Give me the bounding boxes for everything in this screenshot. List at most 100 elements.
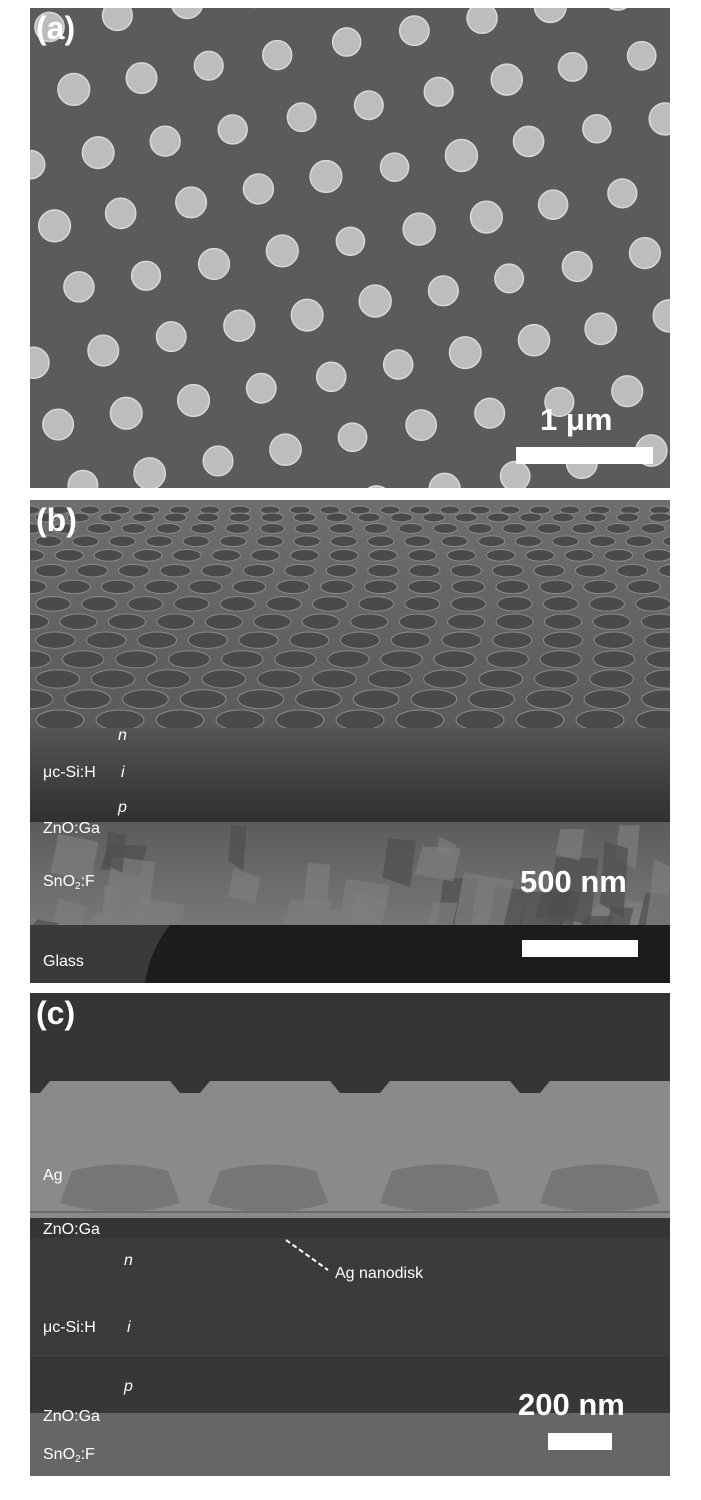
surface-pit	[390, 631, 431, 649]
surface-pit	[588, 535, 617, 548]
surface-pit	[398, 613, 437, 630]
surface-pit	[34, 535, 63, 548]
surface-pit	[495, 579, 530, 595]
surface-pit	[56, 579, 91, 595]
nanodisk	[87, 334, 120, 367]
surface-pit	[107, 613, 147, 630]
surface-pit	[172, 549, 202, 562]
surface-pit	[368, 549, 398, 562]
surface-pit	[589, 669, 634, 689]
surface-pit	[81, 596, 118, 612]
surface-pit	[583, 689, 631, 710]
p-text: p	[124, 1378, 133, 1395]
surface-pit	[144, 579, 179, 595]
surface-pit	[71, 535, 100, 548]
nanodisk	[582, 113, 612, 144]
surface-pit	[626, 579, 661, 595]
surface-pit	[228, 512, 252, 523]
surface-pit	[525, 689, 573, 710]
surface-pit	[410, 689, 458, 710]
surface-pit	[250, 549, 281, 562]
nanodisk	[652, 299, 670, 333]
surface-pit	[136, 631, 178, 649]
surface-pit	[605, 523, 632, 534]
surface-pit	[294, 523, 320, 534]
surface-pit	[201, 563, 233, 578]
nanodisk	[175, 186, 208, 219]
surface-pit	[575, 709, 625, 731]
nanodisk	[398, 15, 430, 47]
surface-pit	[380, 650, 423, 669]
surface-pit	[423, 669, 468, 689]
surface-pit	[644, 631, 670, 649]
layer-label-n: n	[124, 1253, 133, 1269]
ag-nanodisk	[208, 1164, 328, 1212]
surface-pit	[450, 563, 483, 578]
nanodisk	[382, 349, 414, 380]
nanodisk	[353, 90, 384, 121]
surface-pit	[93, 549, 124, 562]
nanodisk	[428, 472, 461, 488]
surface-pit	[293, 535, 321, 548]
nanodisk	[512, 125, 545, 158]
scale-bar-label-a: 1 μm	[540, 402, 613, 437]
surface-pit	[61, 650, 105, 669]
surface-pit	[319, 579, 354, 595]
nanodisk	[584, 312, 618, 346]
nanodisk	[611, 375, 644, 408]
surface-pit	[311, 596, 349, 612]
nanodisk	[109, 396, 143, 430]
surface-pit	[350, 613, 389, 630]
surface-pit	[616, 563, 649, 578]
layer-label-zno: ZnO:Ga	[43, 820, 100, 837]
ag-nanodisk	[380, 1164, 500, 1212]
tco-grain	[518, 891, 572, 925]
surface-pit	[451, 579, 486, 595]
surface-pit	[409, 505, 431, 515]
surface-pit	[155, 523, 182, 534]
surface-pit	[221, 650, 264, 669]
tco-grain	[350, 891, 388, 925]
surface-pit	[486, 650, 529, 669]
surface-pit	[539, 650, 583, 669]
surface-pit	[662, 535, 670, 547]
surface-pit	[514, 535, 543, 548]
cross-section-image	[30, 993, 670, 1476]
layer-label-material: μc-Si:H	[43, 764, 96, 781]
surface-pit	[357, 512, 381, 523]
surface-pit	[30, 650, 52, 669]
sno2-subscript: 2	[75, 1454, 81, 1465]
nanodisk	[444, 138, 479, 173]
surface-pit	[225, 523, 251, 534]
nanodisk	[448, 336, 482, 370]
nanodisk-array-image	[30, 8, 670, 488]
surface-pit	[441, 631, 482, 649]
tco-grain	[104, 831, 127, 873]
surface-pit	[99, 512, 123, 523]
tco-grain	[126, 905, 176, 925]
surface-pit	[30, 523, 43, 534]
surface-pit	[265, 596, 302, 612]
surface-pit	[253, 613, 292, 630]
surface-pit	[275, 709, 325, 731]
nanodisk	[648, 102, 670, 136]
surface-pit	[85, 631, 127, 649]
tco-grain	[606, 906, 634, 925]
surface-pit	[325, 563, 358, 578]
sem-panel-c: (c) Ag ZnO:Ga n Ag nanodisk μc-Si:H i p …	[30, 993, 670, 1476]
surface-pit	[146, 669, 191, 689]
surface-pit	[640, 523, 666, 534]
surface-pit	[491, 563, 524, 578]
surface-pit	[211, 549, 241, 562]
surface-pit	[132, 549, 163, 562]
surface-pit	[51, 523, 78, 534]
surface-pit	[301, 613, 340, 630]
nanodisk	[242, 173, 275, 205]
surface-pit	[588, 596, 625, 612]
surface-pit	[54, 549, 85, 562]
nanodisk	[358, 284, 392, 318]
nanodisk	[149, 125, 181, 157]
cross-section-tilted-image	[30, 500, 670, 983]
surface-pit	[644, 669, 670, 689]
surface-pit	[196, 512, 220, 523]
